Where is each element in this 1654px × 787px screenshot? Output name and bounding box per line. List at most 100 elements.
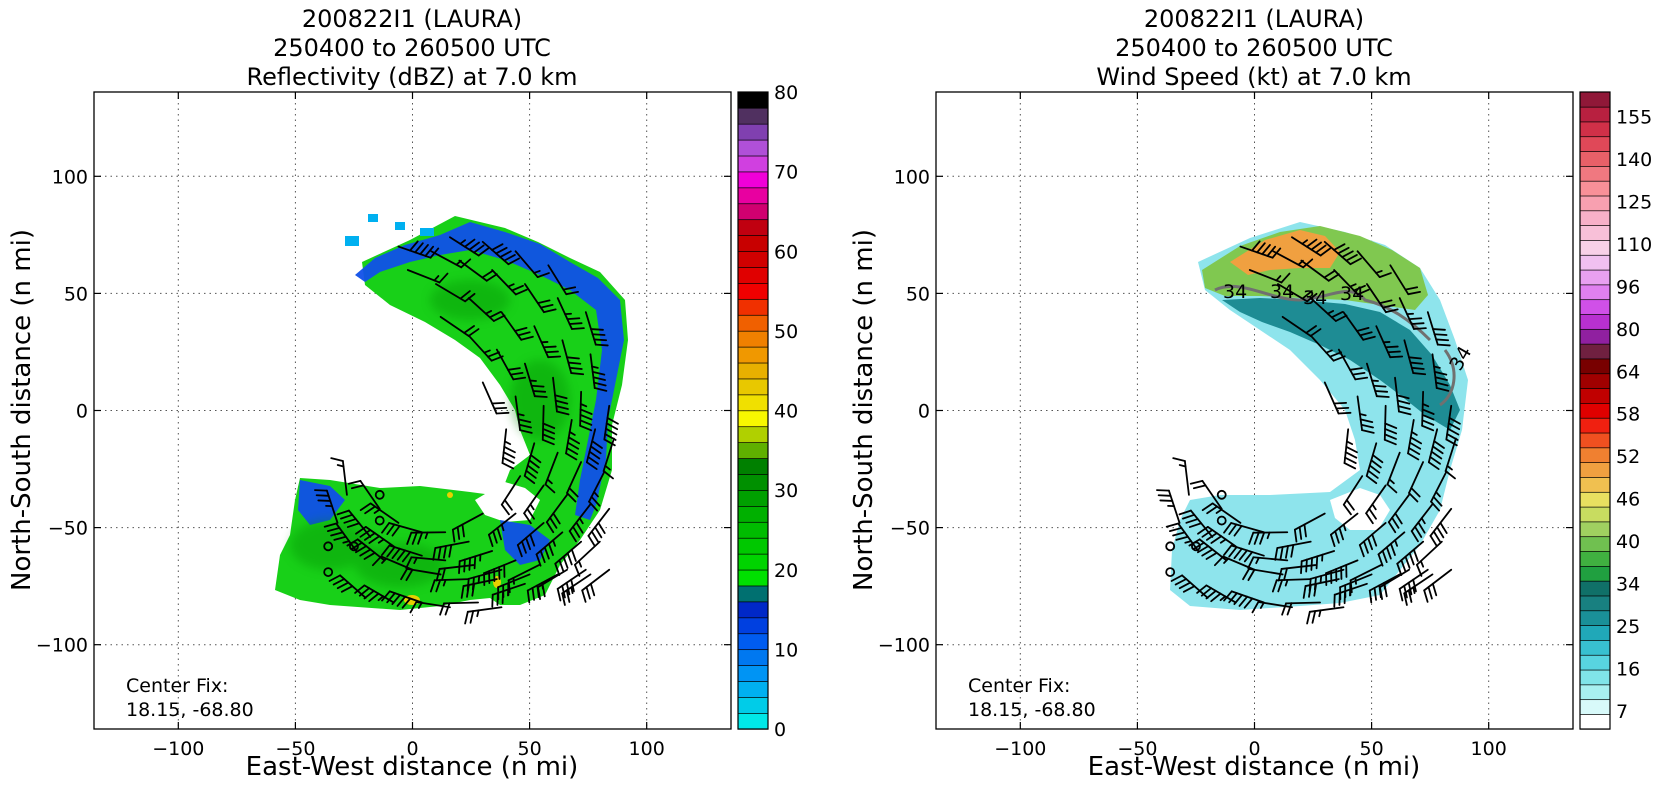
- wind-barb: [533, 325, 562, 359]
- colorbar-swatch: [737, 664, 769, 682]
- colorbar-tick-label: 70: [774, 162, 798, 184]
- center-fix-label: Center Fix:: [126, 675, 228, 697]
- colorbar-tick-label: 25: [1616, 616, 1640, 638]
- wind-barb: [495, 348, 527, 381]
- reflectivity-panel: 200822I1 (LAURA) 250400 to 260500 UTC Re…: [7, 5, 798, 782]
- colorbar-swatch: [1579, 713, 1611, 730]
- wind-barb: [1172, 457, 1190, 496]
- wind-barb: [467, 297, 506, 322]
- echo-region: [275, 216, 628, 610]
- wind-barb: [458, 259, 498, 282]
- wind-barb: [584, 311, 609, 347]
- wind-barb: [588, 470, 606, 512]
- calm-wind-marker: [1216, 489, 1227, 500]
- wind-barb: [1421, 390, 1435, 432]
- center-fix-coords: 18.15, -68.80: [126, 699, 254, 721]
- y-tick-label: −100: [878, 635, 930, 657]
- reflectivity-colorbar: 0 10 20 30 40 50 60 70 80: [737, 82, 798, 741]
- colorbar-swatch: [1579, 402, 1611, 419]
- colorbar-tick-label: 16: [1616, 659, 1640, 681]
- colorbar-swatch: [737, 426, 769, 443]
- colorbar-swatch: [737, 696, 769, 714]
- axis-ticks: −100 −50 0 50 100 −100 −50 0 50 100: [878, 92, 1573, 760]
- echo-gap: [475, 482, 540, 522]
- weak-wind-region: [1170, 222, 1468, 610]
- colorbar-tick-label: 46: [1616, 489, 1640, 511]
- wind-barb: [514, 250, 550, 278]
- wind-barb: [524, 362, 548, 398]
- colorbar-swatch: [1579, 669, 1611, 686]
- edge-speckles: [345, 214, 434, 246]
- colorbar-swatch: [1579, 565, 1611, 582]
- y-tick-label: 50: [64, 283, 88, 305]
- y-tick-label: 0: [918, 401, 930, 423]
- wind-barb: [1427, 428, 1445, 470]
- wind-barb: [1165, 522, 1200, 552]
- colorbar-swatch: [1579, 447, 1611, 463]
- x-axis-label: East-West distance (n mi): [246, 752, 579, 782]
- wind-barb: [1358, 522, 1387, 558]
- wind-barb: [1429, 507, 1453, 547]
- wind-barb: [1281, 601, 1321, 616]
- wind-barb: [1403, 573, 1434, 606]
- x-tick-label: −100: [152, 738, 204, 760]
- title-line-3: Wind Speed (kt) at 7.0 km: [1096, 63, 1411, 91]
- colorbar-swatch: [1579, 595, 1611, 612]
- colorbar-swatch: [1579, 180, 1611, 197]
- wind-barb: [1408, 461, 1425, 503]
- wind-barb: [323, 522, 358, 552]
- colorbar-frame: [737, 91, 769, 730]
- wind-barb: [1306, 606, 1345, 625]
- colorbar-swatch: [1579, 136, 1611, 152]
- calm-wind-marker: [323, 567, 334, 577]
- colorbar-frame: [1579, 91, 1611, 730]
- colorbar-swatch: [1579, 91, 1611, 108]
- colorbar-tick-label: 30: [774, 480, 798, 502]
- colorbar-swatch: [1579, 550, 1611, 567]
- wind-barb: [1291, 236, 1332, 257]
- wind-barb: [585, 428, 603, 470]
- wind-barb: [1394, 376, 1412, 416]
- colorbar-tick-label: 58: [1616, 404, 1640, 426]
- colorbar-swatch: [737, 250, 769, 268]
- contour-34kt: [1214, 284, 1432, 342]
- wind-barb: [381, 590, 423, 609]
- wind-barb: [1309, 297, 1348, 322]
- wind-barb: [603, 404, 619, 447]
- axis-ticks: −100 −50 0 50 100 −100 −50 0 50 100: [36, 92, 731, 760]
- wind-barb: [1189, 479, 1223, 510]
- colorbar-tick-label: 52: [1616, 446, 1640, 468]
- colorbar-swatch: [737, 617, 769, 635]
- wind-barb: [1309, 334, 1346, 362]
- y-tick-label: 100: [894, 166, 930, 188]
- y-tick-label: −50: [890, 518, 930, 540]
- calm-wind-marker: [1165, 567, 1176, 577]
- colorbar-swatch: [737, 521, 769, 539]
- wind-barb: [451, 512, 484, 543]
- wind-barb: [1213, 555, 1256, 571]
- colorbar-swatch: [737, 442, 769, 459]
- colorbar-swatch: [737, 234, 769, 252]
- wind-barb: [1398, 297, 1427, 330]
- y-tick-label: 50: [906, 283, 930, 305]
- wind-barb: [1356, 250, 1392, 278]
- colorbar-swatch: [1579, 461, 1611, 478]
- colorbar-tick-label: 125: [1616, 191, 1652, 213]
- wind-barb: [1156, 489, 1181, 524]
- colorbar-swatch: [737, 298, 769, 316]
- wind-barb: [1445, 404, 1461, 447]
- colorbar-swatch: [737, 649, 769, 666]
- wind-barb: [432, 540, 470, 561]
- calm-wind-marker: [1191, 541, 1201, 552]
- colorbar-swatch: [1579, 239, 1611, 256]
- wind-barb: [347, 479, 381, 510]
- x-tick-label: −100: [994, 738, 1046, 760]
- colorbar-swatch: [1579, 536, 1611, 552]
- wind-barb: [491, 269, 528, 296]
- calm-wind-marker: [1216, 515, 1227, 526]
- wind-barb: [460, 578, 498, 599]
- wind-barb: [1239, 240, 1282, 259]
- grid: [936, 92, 1573, 729]
- y-tick-label: −100: [36, 635, 88, 657]
- wind-barb: [579, 390, 593, 432]
